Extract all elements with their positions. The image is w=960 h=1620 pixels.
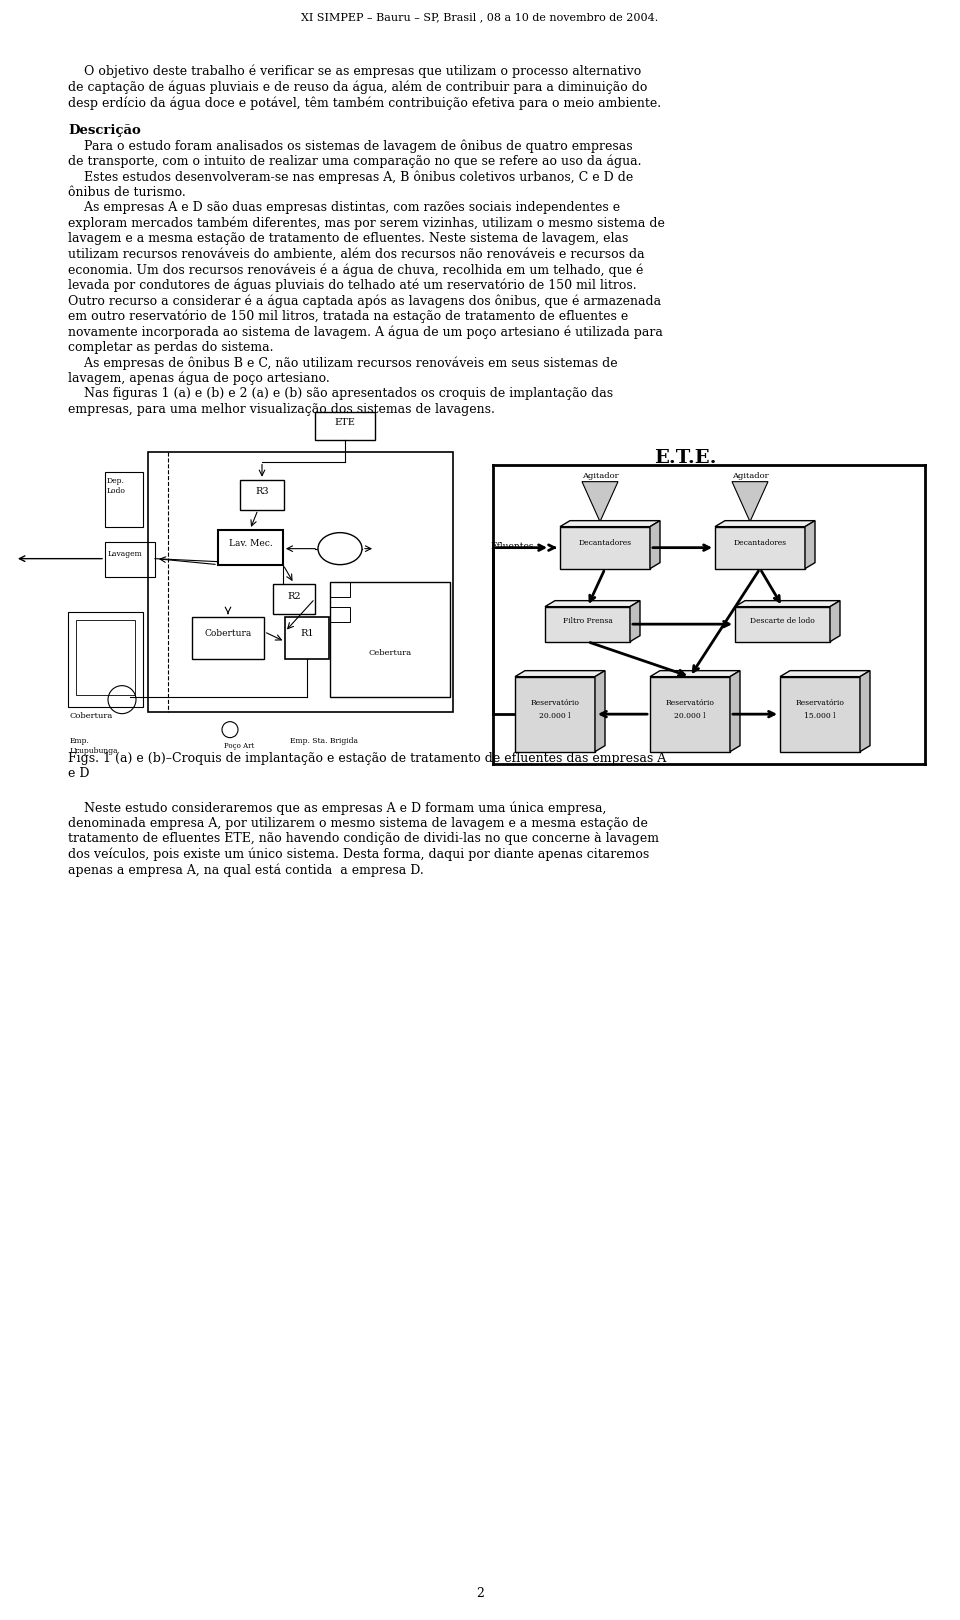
- Text: apenas a empresa A, na qual está contida  a empresa D.: apenas a empresa A, na qual está contida…: [68, 863, 423, 876]
- Polygon shape: [595, 671, 605, 752]
- Text: empresas, para uma melhor visualização dos sistemas de lavagens.: empresas, para uma melhor visualização d…: [68, 403, 494, 416]
- Text: Reservatório: Reservatório: [665, 698, 714, 706]
- Text: 2: 2: [476, 1588, 484, 1601]
- Text: utilizam recursos renováveis do ambiente, além dos recursos não renováveis e rec: utilizam recursos renováveis do ambiente…: [68, 248, 644, 261]
- Text: Reservatório: Reservatório: [531, 698, 580, 706]
- Polygon shape: [730, 671, 740, 752]
- Bar: [285, 617, 329, 659]
- Text: Para o estudo foram analisados os sistemas de lavagem de ônibus de quatro empres: Para o estudo foram analisados os sistem…: [68, 139, 633, 152]
- Text: de transporte, com o intuito de realizar uma comparação no que se refere ao uso : de transporte, com o intuito de realizar…: [68, 156, 641, 168]
- Bar: [105, 541, 155, 577]
- Text: XI SIMPEP – Bauru – SP, Brasil , 08 a 10 de novembro de 2004.: XI SIMPEP – Bauru – SP, Brasil , 08 a 10…: [301, 11, 659, 23]
- Text: exploram mercados também diferentes, mas por serem vizinhas, utilizam o mesmo si: exploram mercados também diferentes, mas…: [68, 217, 665, 230]
- Text: Reservatório: Reservatório: [796, 698, 845, 706]
- Polygon shape: [545, 601, 640, 606]
- Text: Decantadores: Decantadores: [733, 538, 786, 546]
- Text: Lav. Mec.: Lav. Mec.: [228, 538, 273, 548]
- Bar: [650, 677, 730, 752]
- Polygon shape: [830, 601, 840, 642]
- Bar: [315, 411, 375, 439]
- Text: Neste estudo consideraremos que as empresas A e D formam uma única empresa,: Neste estudo consideraremos que as empre…: [68, 802, 607, 815]
- Text: ETE: ETE: [335, 418, 355, 426]
- Text: Cobertura: Cobertura: [70, 711, 113, 719]
- Polygon shape: [515, 671, 605, 677]
- Text: Estes estudos desenvolveram-se nas empresas A, B ônibus coletivos urbanos, C e D: Estes estudos desenvolveram-se nas empre…: [68, 170, 634, 185]
- Text: As empresas de ônibus B e C, não utilizam recursos renováveis em seus sistemas d: As empresas de ônibus B e C, não utiliza…: [68, 356, 617, 369]
- Text: ônibus de turismo.: ônibus de turismo.: [68, 186, 185, 199]
- Bar: [515, 677, 595, 752]
- Bar: [330, 582, 450, 697]
- Polygon shape: [715, 520, 815, 526]
- Text: Cobertura: Cobertura: [204, 629, 252, 638]
- Text: lavagem, apenas água de poço artesiano.: lavagem, apenas água de poço artesiano.: [68, 373, 329, 386]
- Text: em outro reservatório de 150 mil litros, tratada na estação de tratamento de efl: em outro reservatório de 150 mil litros,…: [68, 309, 628, 324]
- Text: dos veículos, pois existe um único sistema. Desta forma, daqui por diante apenas: dos veículos, pois existe um único siste…: [68, 847, 649, 862]
- Text: O objetivo deste trabalho é verificar se as empresas que utilizam o processo alt: O objetivo deste trabalho é verificar se…: [68, 65, 641, 78]
- Text: E.T.E.: E.T.E.: [654, 449, 716, 467]
- Text: Urupubunga: Urupubunga: [70, 747, 119, 755]
- Polygon shape: [650, 520, 660, 569]
- Text: denominada empresa A, por utilizarem o mesmo sistema de lavagem e a mesma estaçã: denominada empresa A, por utilizarem o m…: [68, 816, 648, 829]
- Polygon shape: [860, 671, 870, 752]
- Text: R2: R2: [287, 591, 300, 601]
- Text: Outro recurso a considerar é a água captada após as lavagens dos ônibus, que é a: Outro recurso a considerar é a água capt…: [68, 295, 661, 308]
- Text: 20.000 l: 20.000 l: [674, 711, 706, 719]
- Text: Nas figuras 1 (a) e (b) e 2 (a) e (b) são apresentados os croquis de implantação: Nas figuras 1 (a) e (b) e 2 (a) e (b) sã…: [68, 387, 613, 400]
- Text: Dep.: Dep.: [107, 476, 125, 484]
- Text: 20.000 l: 20.000 l: [540, 711, 571, 719]
- Bar: [780, 677, 860, 752]
- Bar: [105, 471, 143, 526]
- Text: Emp. Sta. Brigida: Emp. Sta. Brigida: [290, 737, 358, 745]
- Text: economia. Um dos recursos renováveis é a água de chuva, recolhida em um telhado,: economia. Um dos recursos renováveis é a…: [68, 264, 643, 277]
- Text: R3: R3: [255, 486, 269, 496]
- Ellipse shape: [318, 533, 362, 565]
- Text: Filtro Prensa: Filtro Prensa: [563, 617, 612, 625]
- Bar: [76, 619, 135, 695]
- Bar: [545, 606, 630, 642]
- Text: Agitador: Agitador: [732, 471, 768, 480]
- Text: levada por condutores de águas pluviais do telhado até um reservatório de 150 mi: levada por condutores de águas pluviais …: [68, 279, 636, 292]
- Text: completar as perdas do sistema.: completar as perdas do sistema.: [68, 340, 274, 353]
- Polygon shape: [805, 520, 815, 569]
- Text: de captação de águas pluviais e de reuso da água, além de contribuir para a dimi: de captação de águas pluviais e de reuso…: [68, 81, 647, 94]
- Bar: [715, 526, 805, 569]
- Bar: [148, 452, 453, 711]
- Text: Poço Art: Poço Art: [224, 742, 254, 750]
- Polygon shape: [630, 601, 640, 642]
- Text: Figs. 1 (a) e (b)–Croquis de implantação e estação de tratamento de efluentes da: Figs. 1 (a) e (b)–Croquis de implantação…: [68, 752, 666, 765]
- Text: novamente incorporada ao sistema de lavagem. A água de um poço artesiano é utili: novamente incorporada ao sistema de lava…: [68, 326, 662, 339]
- Text: Agitador: Agitador: [582, 471, 618, 480]
- Bar: [218, 530, 283, 565]
- Text: Lavagem: Lavagem: [108, 549, 143, 557]
- Text: Descarte de lodo: Descarte de lodo: [750, 617, 815, 625]
- Polygon shape: [780, 671, 870, 677]
- Bar: [735, 606, 830, 642]
- Bar: [330, 582, 350, 596]
- Text: lavagem e a mesma estação de tratamento de efluentes. Neste sistema de lavagem, : lavagem e a mesma estação de tratamento …: [68, 232, 629, 245]
- Text: 15.000 l: 15.000 l: [804, 711, 836, 719]
- Text: Decantadores: Decantadores: [579, 538, 632, 546]
- Polygon shape: [650, 671, 740, 677]
- Bar: [240, 480, 284, 510]
- Text: As empresas A e D são duas empresas distintas, com razões sociais independentes : As empresas A e D são duas empresas dist…: [68, 201, 620, 214]
- Polygon shape: [582, 481, 618, 522]
- Text: Emp.: Emp.: [70, 737, 90, 745]
- Polygon shape: [735, 601, 840, 606]
- Text: R4: R4: [334, 544, 347, 552]
- Text: Cebertura: Cebertura: [369, 650, 412, 658]
- Bar: [68, 612, 143, 706]
- Text: e D: e D: [68, 768, 89, 781]
- Text: desp erdício da água doce e potável, têm também contribuição efetiva para o meio: desp erdício da água doce e potável, têm…: [68, 96, 661, 110]
- Polygon shape: [560, 520, 660, 526]
- Text: Descrição: Descrição: [68, 123, 141, 138]
- Text: R1: R1: [300, 629, 314, 638]
- Bar: [330, 606, 350, 622]
- Text: Efluentes: Efluentes: [490, 541, 534, 551]
- Text: Lodo: Lodo: [107, 486, 126, 494]
- Bar: [560, 526, 650, 569]
- Bar: [192, 617, 264, 659]
- Text: tratamento de efluentes ETE, não havendo condição de dividi-las no que concerne : tratamento de efluentes ETE, não havendo…: [68, 833, 659, 846]
- Bar: [273, 583, 315, 614]
- Polygon shape: [732, 481, 768, 522]
